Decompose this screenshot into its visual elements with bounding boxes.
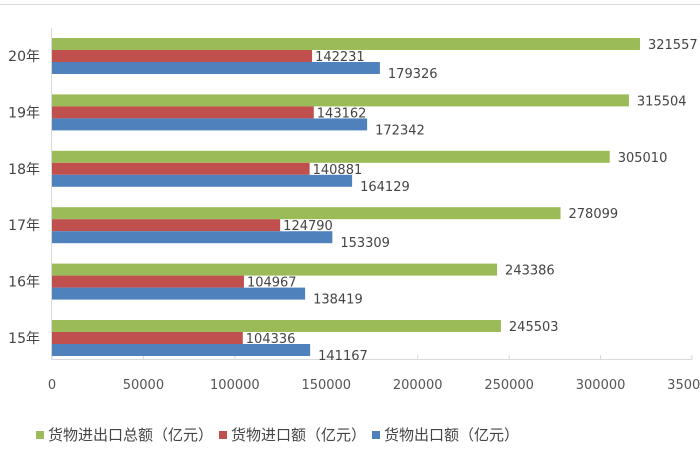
x-tick-label: 150000: [301, 378, 351, 393]
data-label-bg: [313, 52, 322, 62]
legend-label-import: 货物进口额（亿元）: [231, 426, 367, 444]
data-label-import: 104336: [246, 332, 296, 347]
data-label-total: 321557: [648, 38, 698, 53]
bar-total: [52, 263, 498, 276]
bar-total: [52, 207, 561, 220]
bar-import: [52, 162, 310, 175]
data-label-total: 305010: [618, 151, 668, 166]
bar-export: [52, 287, 306, 300]
legend-item-import: 货物进口额（亿元）: [219, 424, 366, 445]
legend: 货物进出口总额（亿元） 货物进口额（亿元） 货物出口额（亿元）: [36, 424, 519, 445]
legend-item-export: 货物出口额（亿元）: [372, 424, 519, 445]
data-label-export: 179326: [388, 67, 438, 82]
x-tick-label: 50000: [123, 378, 164, 393]
data-label-export: 141167: [318, 349, 368, 364]
data-label-import: 124790: [283, 219, 333, 234]
bar-total: [52, 320, 501, 332]
data-label-import: 104967: [247, 276, 297, 291]
legend-swatch-export: [372, 430, 381, 439]
bar-export: [52, 118, 368, 131]
data-label-total: 315504: [637, 94, 687, 109]
y-category-label: 18年: [8, 162, 40, 178]
x-tick-label: 300000: [576, 378, 626, 393]
x-tick-label: 200000: [393, 378, 443, 393]
legend-label-export: 货物出口额（亿元）: [384, 426, 520, 444]
data-label-export: 172342: [375, 123, 425, 138]
data-label-export: 138419: [313, 293, 363, 308]
data-label-import: 140881: [313, 163, 363, 178]
bar-import: [52, 219, 281, 232]
bar-import: [52, 275, 244, 288]
bar-export: [52, 62, 380, 74]
bar-total: [52, 150, 610, 163]
data-label-export: 153309: [340, 236, 390, 251]
legend-swatch-total: [36, 430, 44, 439]
data-label-import: 143162: [317, 106, 367, 121]
y-category-label: 20年: [8, 49, 40, 65]
y-category-label: 19年: [8, 105, 40, 121]
legend-label-total: 货物进出口总额（亿元）: [48, 426, 214, 444]
data-label-total: 278099: [569, 207, 619, 222]
data-label-total: 245503: [509, 320, 559, 335]
data-label-total: 243386: [505, 264, 555, 279]
x-tick-label: 250000: [484, 378, 534, 393]
y-category-label: 15年: [8, 331, 40, 347]
legend-swatch-import: [219, 430, 228, 439]
data-label-bg: [310, 164, 319, 175]
x-tick-label: 0: [48, 378, 56, 393]
y-category-label: 16年: [8, 275, 40, 291]
bar-total: [52, 94, 629, 107]
data-label-export: 164129: [360, 180, 410, 195]
legend-item-total: 货物进出口总额（亿元）: [36, 424, 213, 445]
data-label-import: 142231: [315, 50, 365, 65]
bar-chart: 0 50000 100000 150000 200000 250000 300000 3500…: [0, 4, 700, 393]
data-label-bg: [243, 334, 252, 344]
bar-total: [52, 38, 640, 50]
x-tick-label: 100000: [210, 378, 260, 393]
bar-export: [52, 231, 333, 244]
bar-import: [52, 332, 243, 344]
data-label-bg: [281, 221, 290, 232]
bar-export: [52, 174, 353, 187]
bar-import: [52, 50, 313, 62]
bar-export: [52, 344, 311, 356]
data-label-bg: [244, 277, 253, 288]
x-tick-label: 350000: [667, 378, 700, 393]
bar-import: [52, 106, 314, 119]
y-category-label: 17年: [8, 218, 40, 234]
data-label-bg: [314, 108, 323, 119]
